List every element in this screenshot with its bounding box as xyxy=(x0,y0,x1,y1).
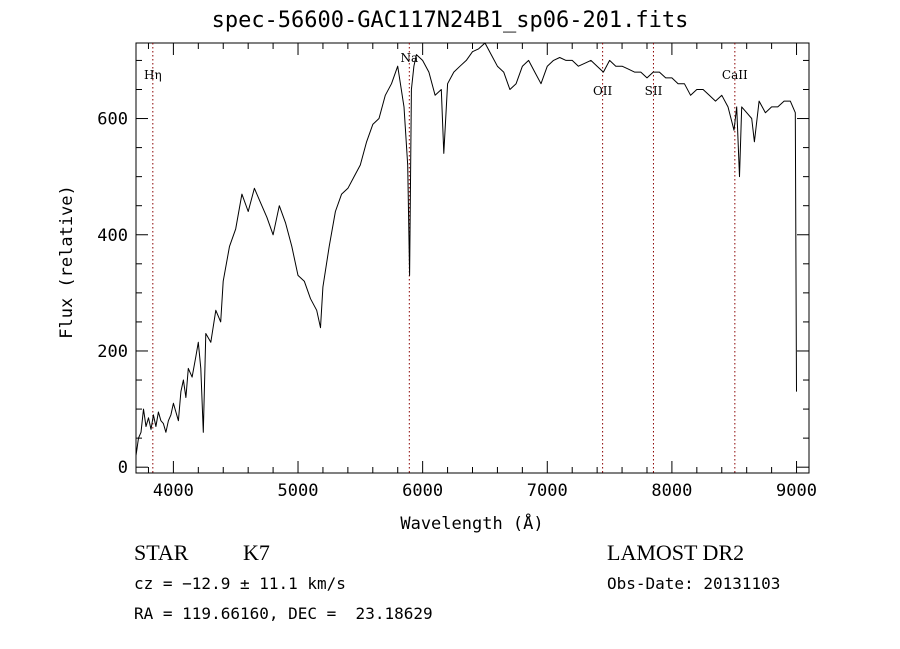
spectrum-line xyxy=(135,42,797,456)
chart-title: spec-56600-GAC117N24B1_sp06-201.fits xyxy=(211,8,689,33)
line-marker-label: Hη xyxy=(144,68,162,82)
y-axis-label: Flux (relative) xyxy=(57,185,77,339)
object-class: STAR xyxy=(134,540,189,565)
x-axis-label: Wavelength (Å) xyxy=(400,512,543,534)
x-tick-label: 8000 xyxy=(651,481,692,501)
line-markers: Hη Na OII SII CaII xyxy=(144,43,748,473)
x-tick-label: 4000 xyxy=(153,481,194,501)
x-tick-label: 9000 xyxy=(776,481,817,501)
x-tick-label: 7000 xyxy=(527,481,568,501)
x-tick-label: 6000 xyxy=(402,481,443,501)
object-subclass: K7 xyxy=(243,540,270,565)
line-marker-label: SII xyxy=(645,84,663,98)
y-tick-label: 200 xyxy=(97,342,128,362)
y-axis: 0 200 400 600 xyxy=(97,59,809,478)
line-marker-label: OII xyxy=(593,84,613,98)
x-tick-label: 5000 xyxy=(278,481,319,501)
y-tick-label: 400 xyxy=(97,226,128,246)
x-axis: 4000 5000 6000 7000 8000 9000 xyxy=(147,43,817,501)
y-tick-label: 0 xyxy=(118,458,128,478)
line-marker-label: Na xyxy=(400,51,418,65)
survey-name: LAMOST DR2 xyxy=(607,540,745,565)
observation-date: Obs-Date: 20131103 xyxy=(607,574,781,593)
redshift-velocity: cz = −12.9 ± 11.1 km/s xyxy=(134,574,346,593)
y-tick-label: 600 xyxy=(97,110,128,130)
sky-coordinates: RA = 119.66160, DEC = 23.18629 xyxy=(134,604,433,623)
line-marker-label: CaII xyxy=(722,68,748,82)
plot-frame xyxy=(135,42,810,474)
